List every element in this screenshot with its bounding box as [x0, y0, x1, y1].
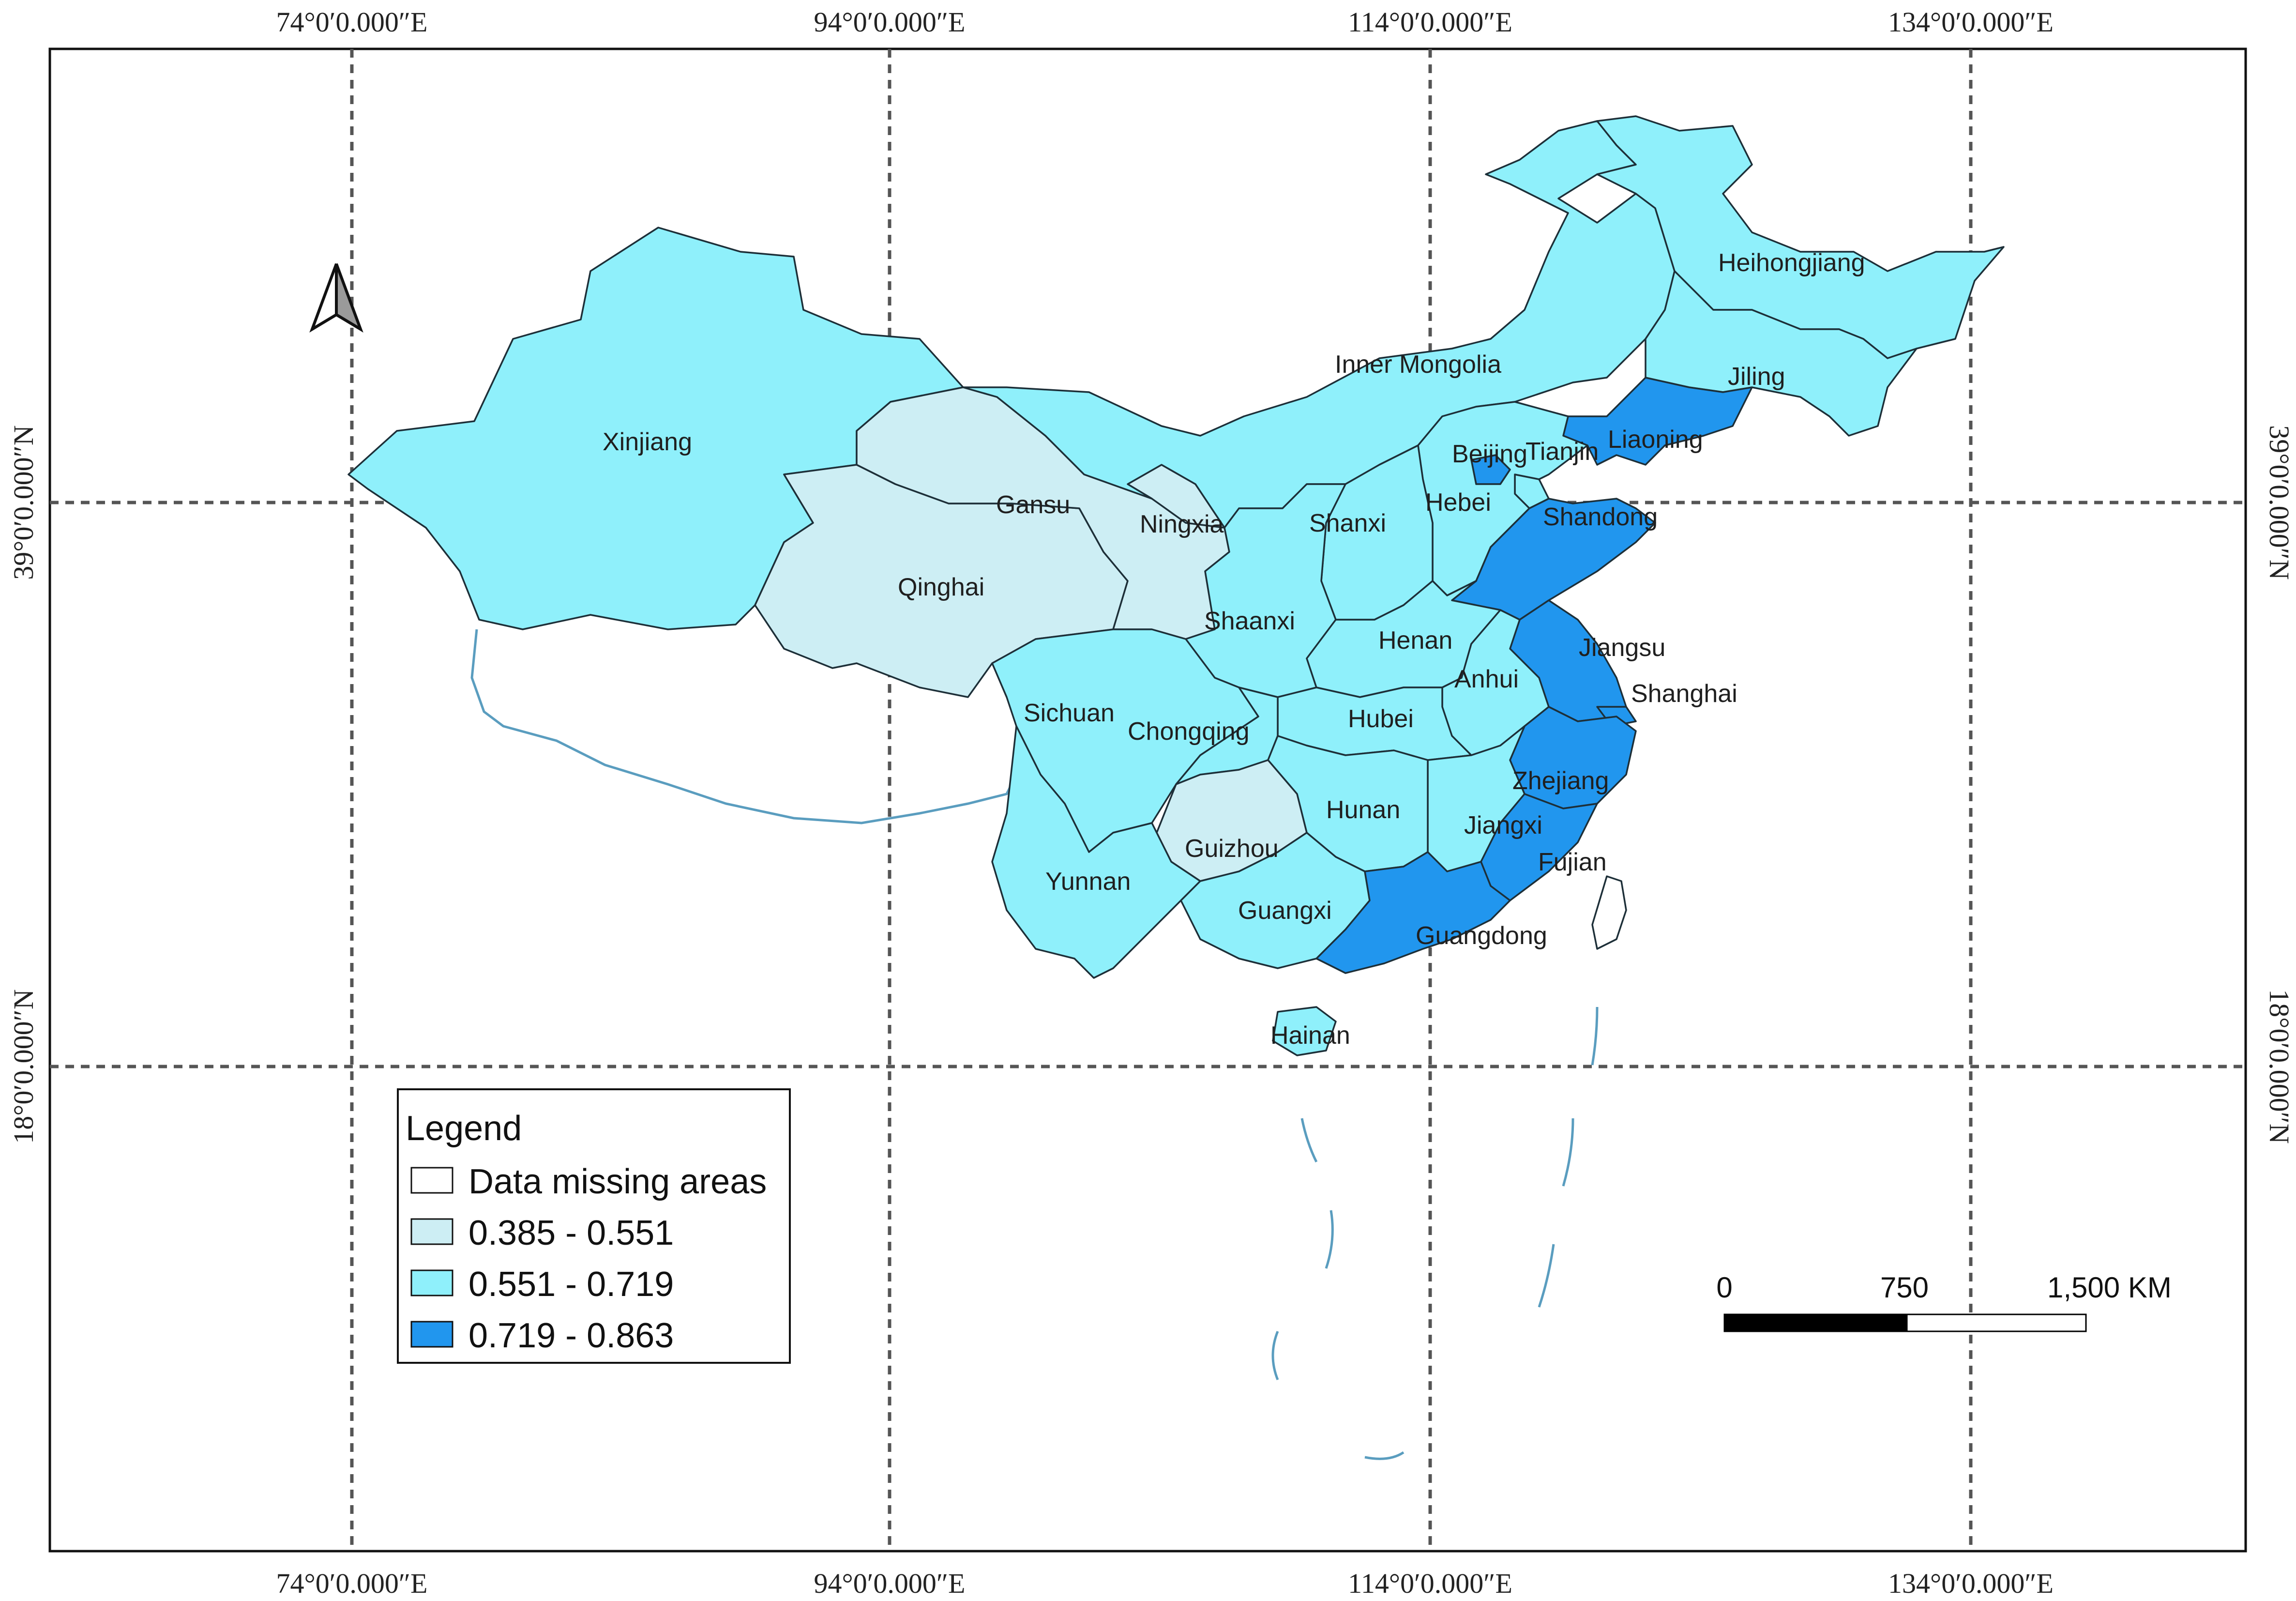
- label-tianjin: Tianjin: [1526, 438, 1599, 466]
- north-arrow-icon: [309, 263, 363, 333]
- scale-bar-white-segment: [1906, 1313, 2087, 1332]
- label-chongqing: Chongqing: [1128, 717, 1250, 746]
- label-jiangxi: Jiangxi: [1464, 811, 1542, 839]
- legend-label-low: 0.385 - 0.551: [468, 1214, 674, 1252]
- southwest-boundary-outline: [470, 629, 1018, 824]
- legend-box: [397, 1088, 791, 1364]
- label-shandong: Shandong: [1543, 503, 1658, 531]
- bottom-tick-134e: 134°0′0.000″E: [1888, 1568, 2054, 1599]
- label-shanghai: Shanghai: [1631, 680, 1737, 708]
- label-hainan: Hainan: [1270, 1022, 1350, 1050]
- legend-title: Legend: [406, 1109, 522, 1148]
- scale-label-0: 0: [1716, 1271, 1732, 1304]
- left-tick-18n: 18°0′0.000″N: [8, 989, 39, 1144]
- province-label-layer: Xinjiang Gansu Qinghai Ningxia Inner Mon…: [603, 249, 1865, 1050]
- legend-label-mid: 0.551 - 0.719: [468, 1265, 674, 1304]
- scale-bar: 0 750 1,500 KM: [1716, 1271, 2172, 1332]
- bottom-tick-114e: 114°0′0.000″E: [1348, 1568, 1512, 1599]
- scale-bar-black-segment: [1723, 1313, 1908, 1332]
- legend-swatch-missing: [410, 1167, 453, 1194]
- left-tick-39n: 39°0′0.000″N: [8, 425, 39, 579]
- province-layer: [347, 115, 2005, 1056]
- label-shanxi: Shanxi: [1309, 509, 1386, 537]
- legend: Legend Data missing areas 0.385 - 0.551 …: [397, 1088, 791, 1364]
- top-tick-74e: 74°0′0.000″E: [276, 6, 428, 38]
- scale-label-1500: 1,500 KM: [2047, 1271, 2172, 1304]
- label-henan: Henan: [1378, 626, 1452, 655]
- right-tick-18n: 18°0′0.000″N: [2264, 989, 2295, 1144]
- label-gansu: Gansu: [996, 491, 1070, 519]
- legend-label-high: 0.719 - 0.863: [468, 1316, 674, 1355]
- label-guizhou: Guizhou: [1185, 835, 1279, 863]
- left-coordinate-labels: 39°0′0.000″N 18°0′0.000″N: [8, 425, 39, 1144]
- island-taiwan: [1591, 875, 1627, 950]
- label-zhejiang: Zhejiang: [1512, 767, 1609, 795]
- legend-swatch-high: [410, 1321, 453, 1348]
- label-guangxi: Guangxi: [1238, 897, 1332, 925]
- bottom-coordinate-labels: 74°0′0.000″E 94°0′0.000″E 114°0′0.000″E …: [276, 1568, 2054, 1599]
- label-xinjiang: Xinjiang: [603, 428, 692, 456]
- label-yunnan: Yunnan: [1045, 868, 1131, 896]
- label-shaanxi: Shaanxi: [1204, 607, 1295, 635]
- label-beijing: Beijing: [1452, 440, 1527, 468]
- legend-swatch-mid: [410, 1269, 453, 1296]
- top-tick-94e: 94°0′0.000″E: [814, 6, 966, 38]
- bottom-tick-94e: 94°0′0.000″E: [814, 1568, 966, 1599]
- south-sea-island-arc: [1271, 1006, 1599, 1460]
- label-anhui: Anhui: [1454, 665, 1519, 693]
- right-coordinate-labels: 39°0′0.000″N 18°0′0.000″N: [2264, 425, 2295, 1144]
- label-ningxia: Ningxia: [1140, 510, 1224, 538]
- label-guangdong: Guangdong: [1416, 922, 1547, 950]
- label-qinghai: Qinghai: [898, 573, 984, 601]
- label-jiangsu: Jiangsu: [1579, 634, 1665, 662]
- right-tick-39n: 39°0′0.000″N: [2264, 425, 2295, 579]
- legend-label-missing: Data missing areas: [468, 1162, 767, 1201]
- label-inner-mongolia: Inner Mongolia: [1335, 351, 1501, 379]
- label-jiling: Jiling: [1728, 363, 1785, 391]
- label-sichuan: Sichuan: [1024, 699, 1115, 727]
- province-guangdong: [1315, 851, 1511, 974]
- label-hubei: Hubei: [1348, 705, 1414, 733]
- label-heihongjiang: Heihongjiang: [1718, 249, 1865, 277]
- province-yunnan: [991, 725, 1201, 979]
- scale-label-750: 750: [1880, 1271, 1929, 1304]
- label-fujian: Fujian: [1538, 848, 1607, 876]
- top-tick-134e: 134°0′0.000″E: [1888, 6, 2054, 38]
- label-hebei: Hebei: [1425, 488, 1491, 517]
- province-liaoning: [1562, 377, 1753, 466]
- province-hainan: [1272, 1006, 1337, 1056]
- legend-swatch-low: [410, 1218, 453, 1245]
- label-hunan: Hunan: [1326, 796, 1400, 824]
- top-tick-114e: 114°0′0.000″E: [1348, 6, 1512, 38]
- province-fujian: [1480, 793, 1598, 901]
- top-coordinate-labels: 74°0′0.000″E 94°0′0.000″E 114°0′0.000″E …: [276, 6, 2054, 38]
- label-liaoning: Liaoning: [1608, 426, 1703, 454]
- bottom-tick-74e: 74°0′0.000″E: [276, 1568, 428, 1599]
